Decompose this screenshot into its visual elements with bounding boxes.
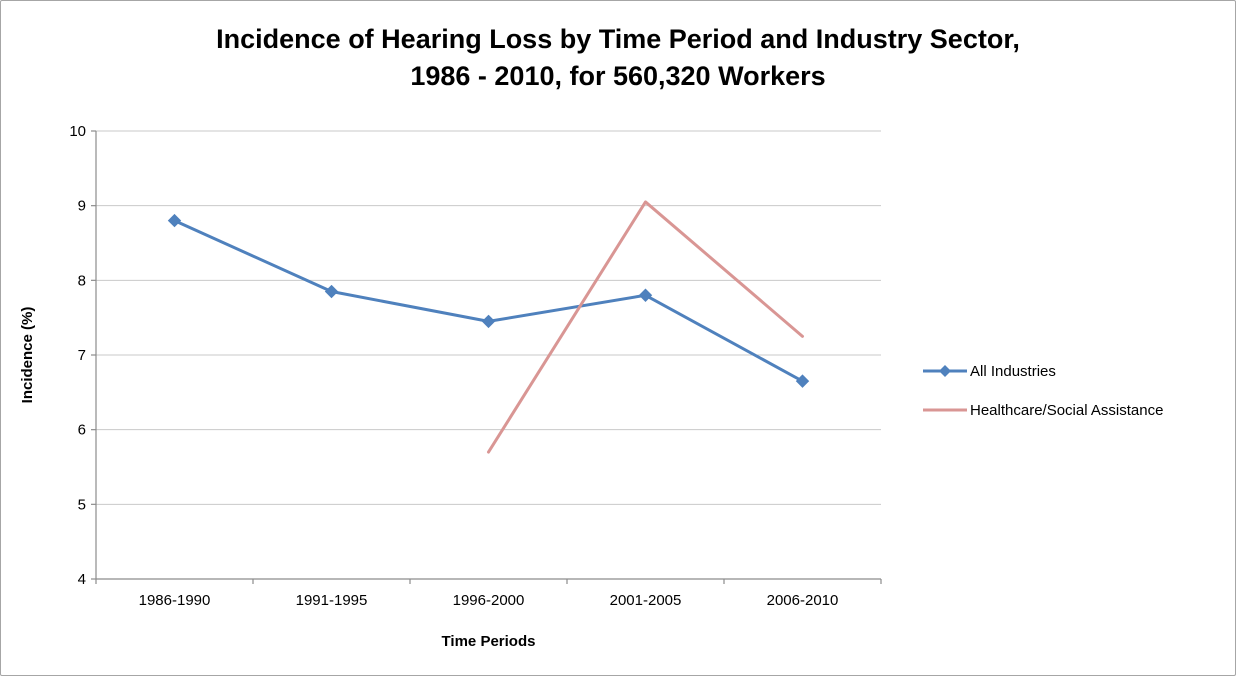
legend-marker-line-diamond-icon bbox=[923, 365, 967, 377]
chart-title-line1: Incidence of Hearing Loss by Time Period… bbox=[216, 24, 1020, 54]
legend-item-healthcare-social-assistance: Healthcare/Social Assistance bbox=[923, 399, 1163, 421]
legend-item-all-industries: All Industries bbox=[923, 360, 1163, 382]
y-tick-label: 7 bbox=[78, 347, 86, 364]
series-line-healthcare-social-assistance bbox=[487, 200, 804, 454]
legend-label-all-industries: All Industries bbox=[970, 362, 1056, 380]
x-tick-label: 2006-2010 bbox=[767, 592, 839, 609]
series-marker-all-industries bbox=[167, 213, 182, 228]
y-tick-label: 9 bbox=[78, 198, 86, 215]
y-tick-label: 6 bbox=[78, 422, 86, 439]
x-tick-label: 2001-2005 bbox=[610, 592, 682, 609]
x-tick-label: 1986-1990 bbox=[139, 592, 211, 609]
legend-label-healthcare-social-assistance: Healthcare/Social Assistance bbox=[970, 401, 1164, 419]
y-axis-title: Incidence (%) bbox=[19, 306, 36, 404]
series-line-all-industries bbox=[173, 219, 804, 383]
x-tick-label: 1996-2000 bbox=[453, 592, 525, 609]
y-tick-label: 5 bbox=[78, 496, 86, 513]
chart-title: Incidence of Hearing Loss by Time Period… bbox=[1, 21, 1235, 95]
legend: All Industries Healthcare/Social Assista… bbox=[923, 360, 1163, 421]
series-marker-all-industries bbox=[324, 284, 339, 299]
y-tick-label: 10 bbox=[69, 123, 86, 140]
series-marker-all-industries bbox=[638, 288, 653, 302]
series-marker-all-industries bbox=[481, 314, 496, 329]
chart-title-line2: 1986 - 2010, for 560,320 Workers bbox=[410, 61, 826, 91]
series-marker-all-industries bbox=[795, 374, 810, 388]
y-tick-label: 4 bbox=[78, 571, 86, 588]
x-axis-title: Time Periods bbox=[441, 633, 536, 650]
legend-marker-line-icon bbox=[923, 408, 967, 412]
y-tick-label: 8 bbox=[78, 272, 86, 289]
x-tick-label: 1991-1995 bbox=[296, 592, 368, 609]
